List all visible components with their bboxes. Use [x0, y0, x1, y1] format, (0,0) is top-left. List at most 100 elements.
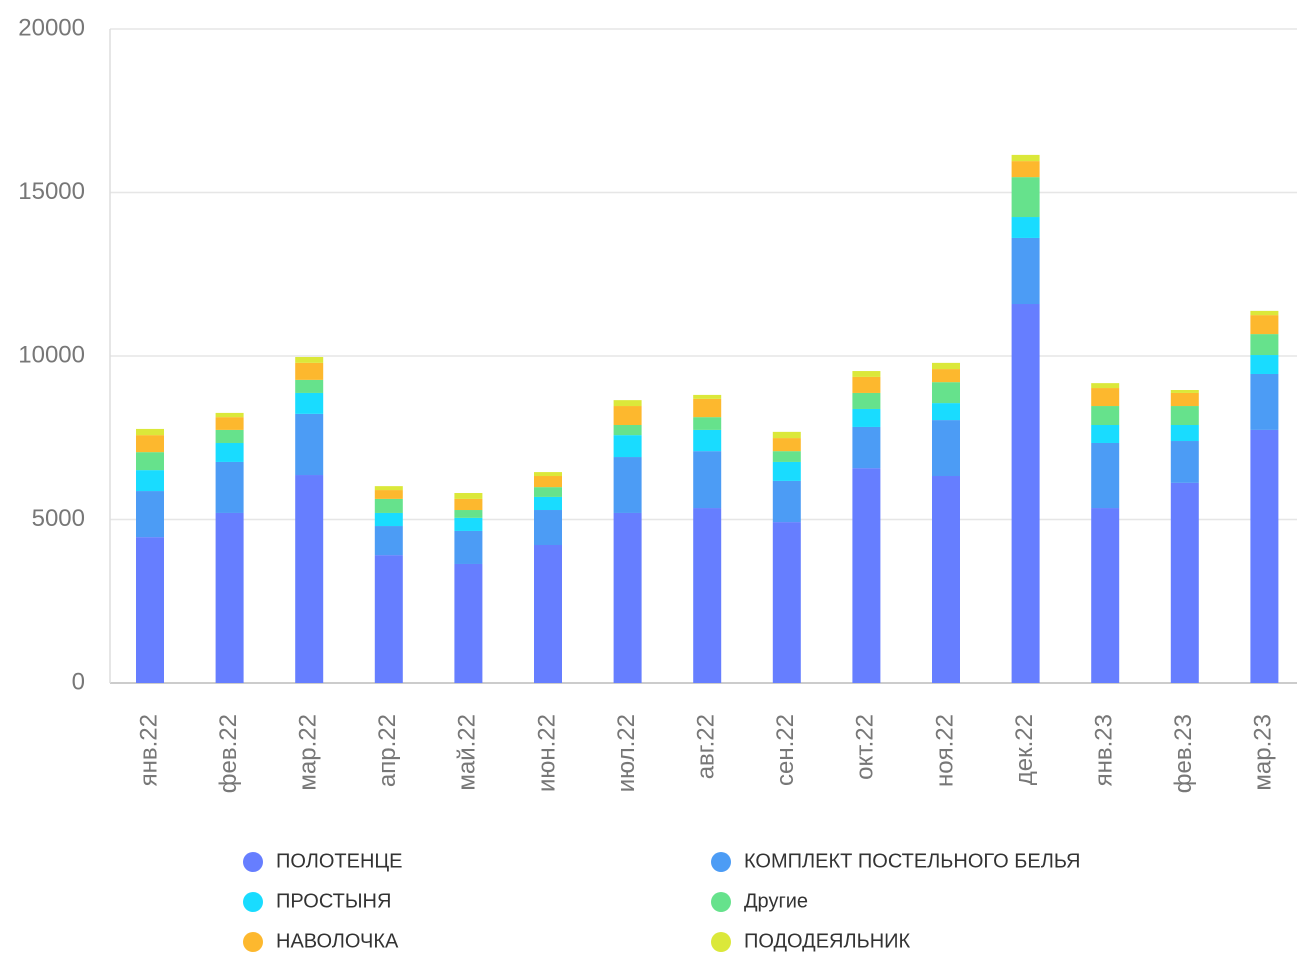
bar-segment — [613, 406, 642, 425]
bar-segment — [295, 413, 324, 476]
bar-segment — [1091, 508, 1120, 683]
bar-segment — [1170, 390, 1199, 393]
x-tick-label: июл.22 — [613, 714, 640, 792]
bar-segment — [1011, 177, 1040, 218]
bar-segment — [693, 451, 722, 509]
bar-segment — [693, 394, 722, 399]
bar-segment — [374, 555, 403, 683]
bar-segment — [1011, 237, 1040, 305]
bar-segment — [852, 376, 881, 393]
bar-segment — [852, 392, 881, 409]
bar-segment — [136, 470, 164, 492]
x-tick-label: фев.22 — [215, 714, 242, 793]
bar-segment — [1091, 424, 1120, 443]
bar-segment — [215, 442, 244, 462]
bar-segment — [613, 424, 642, 436]
bar-segment — [215, 512, 244, 683]
bar-segment — [374, 490, 403, 499]
bar-segment — [932, 362, 960, 370]
bar-segment — [932, 369, 960, 383]
bar-segment — [772, 431, 801, 439]
bar-segment — [1170, 441, 1199, 483]
bar-segment — [454, 510, 483, 518]
bar-segment — [693, 508, 722, 683]
legend-label: Другие — [744, 890, 808, 912]
bar-segment — [215, 461, 244, 513]
bar-segment — [772, 451, 801, 462]
bar-segment — [1091, 383, 1120, 389]
legend-marker — [243, 892, 263, 912]
bar-segment — [772, 522, 801, 683]
bar-segment — [374, 498, 403, 513]
bar-segment — [534, 472, 562, 477]
bar-segment — [1091, 442, 1120, 509]
legend-label: НАВОЛОЧКА — [276, 930, 399, 952]
bar-segment — [613, 457, 642, 513]
bar-segment — [534, 487, 562, 497]
bar-segment — [454, 530, 483, 564]
bar-segment — [613, 400, 642, 407]
bar-segment — [374, 526, 403, 556]
bar-segment — [295, 392, 324, 414]
bar-segment — [932, 476, 960, 683]
bar-segment — [693, 417, 722, 430]
bar-segment — [454, 563, 483, 683]
legend-label: ПРОСТЫНЯ — [276, 890, 391, 912]
legend-marker — [243, 852, 263, 872]
bar-segment — [1091, 406, 1120, 425]
bar-segment — [1250, 334, 1279, 356]
bar-segment — [1011, 304, 1040, 683]
bar-segment — [1091, 388, 1120, 407]
bar-segment — [136, 428, 164, 436]
bar-segment — [1170, 424, 1199, 442]
bar-segment — [295, 475, 324, 683]
x-tick-label: янв.22 — [135, 714, 162, 786]
bar-segment — [374, 486, 403, 491]
y-tick-label: 0 — [72, 668, 85, 695]
bar-segment — [1170, 406, 1199, 425]
bar-segment — [1011, 161, 1040, 178]
bar-segment — [215, 412, 244, 418]
bar-segment — [772, 480, 801, 523]
bar-segment — [454, 498, 483, 511]
x-tick-label: мар.23 — [1250, 714, 1277, 791]
bar-segment — [932, 382, 960, 404]
bar-segment — [295, 362, 324, 380]
legend-marker — [243, 932, 263, 952]
x-tick-label: сен.22 — [772, 714, 799, 786]
bar-segment — [534, 496, 562, 511]
legend-label: КОМПЛЕКТ ПОСТЕЛЬНОГО БЕЛЬЯ — [744, 850, 1081, 872]
bar-segment — [1250, 373, 1279, 430]
bar-segment — [295, 379, 324, 393]
bar-segment — [136, 537, 164, 683]
bar-segment — [1250, 429, 1279, 683]
x-tick-label: дек.22 — [1011, 714, 1038, 785]
x-tick-label: фев.23 — [1170, 714, 1197, 793]
x-tick-label: июн.22 — [533, 714, 560, 792]
bar-segment — [1250, 310, 1279, 316]
y-tick-label: 10000 — [18, 341, 85, 368]
bar-segment — [534, 476, 562, 488]
x-tick-label: ноя.22 — [931, 714, 958, 787]
x-tick-label: авг.22 — [693, 714, 720, 779]
x-tick-label: май.22 — [454, 714, 481, 791]
bar-segment — [772, 461, 801, 481]
bar-segment — [613, 512, 642, 683]
bar-segment — [1250, 315, 1279, 335]
legend-marker — [711, 852, 731, 872]
legend-marker — [711, 892, 731, 912]
legend-label: ПОЛОТЕНЦЕ — [276, 850, 403, 872]
y-tick-label: 5000 — [32, 505, 85, 532]
legend-label: ПОДОДЕЯЛЬНИК — [744, 930, 911, 952]
bar-segment — [693, 429, 722, 452]
bar-segment — [534, 545, 562, 683]
bar-segment — [454, 493, 483, 499]
bar-segment — [295, 356, 324, 363]
bar-segment — [852, 468, 881, 683]
bar-segment — [772, 438, 801, 452]
x-tick-label: апр.22 — [374, 714, 401, 787]
bar-segment — [852, 426, 881, 469]
bar-segment — [932, 420, 960, 477]
bar-segment — [1011, 154, 1040, 162]
